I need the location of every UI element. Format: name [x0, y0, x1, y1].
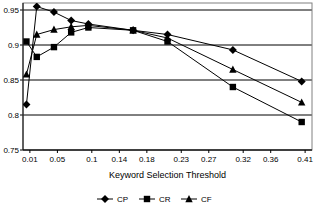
- point: [23, 101, 30, 109]
- x-tick-label: 0.01: [22, 155, 38, 164]
- point: [298, 98, 305, 105]
- legend-marker: [185, 195, 192, 202]
- point: [51, 44, 57, 50]
- x-tick-label: 0.05: [50, 155, 66, 164]
- x-tick-label: 0.23: [173, 155, 189, 164]
- point: [85, 21, 92, 28]
- x-tick-label: 0.36: [263, 155, 279, 164]
- x-tick-label: 0.32: [235, 155, 251, 164]
- point: [68, 29, 74, 35]
- legend-marker: [101, 195, 109, 203]
- y-tick-label: 0.9: [8, 41, 20, 50]
- point: [298, 77, 306, 85]
- point: [34, 54, 40, 60]
- plot-frame: [23, 3, 312, 150]
- point: [129, 26, 136, 33]
- x-axis: [23, 150, 312, 151]
- x-tick: [119, 150, 120, 153]
- point: [67, 23, 74, 30]
- legend-label: CP: [117, 195, 128, 204]
- point: [230, 84, 236, 90]
- grid-line: [23, 150, 312, 151]
- x-tick: [91, 150, 92, 153]
- point: [229, 66, 236, 73]
- grid-line: [23, 115, 312, 116]
- chart-root: 0.75 0.8 0.85 0.9 0.95 0.01 0.05 0.1 0.14 0.18 0.2…: [0, 0, 320, 209]
- legend: CP CR CF: [97, 195, 212, 204]
- point: [50, 8, 58, 16]
- x-tick: [29, 150, 30, 153]
- x-tick: [208, 150, 209, 153]
- point: [23, 38, 29, 44]
- point: [33, 31, 40, 38]
- grid-line: [23, 80, 312, 81]
- x-tick-label: 0.18: [139, 155, 155, 164]
- point: [23, 70, 30, 77]
- x-tick-label: 0.14: [112, 155, 128, 164]
- x-tick: [243, 150, 244, 153]
- point: [298, 119, 304, 125]
- y-tick-label: 0.75: [3, 146, 19, 155]
- legend-label: CR: [159, 195, 171, 204]
- point: [33, 3, 41, 11]
- x-tick: [181, 150, 182, 153]
- x-axis-title: Keyword Selection Threshold: [109, 170, 226, 180]
- y-tick-label: 0.8: [8, 111, 20, 120]
- series-line: [26, 7, 301, 105]
- x-tick: [270, 150, 271, 153]
- x-tick-label: 0.1: [86, 155, 98, 164]
- point: [164, 34, 171, 41]
- chart-svg: 0.75 0.8 0.85 0.9 0.95 0.01 0.05 0.1 0.14 0.18 0.2…: [0, 0, 320, 209]
- x-tick-label: 0.27: [201, 155, 217, 164]
- legend-marker: [144, 196, 150, 202]
- y-tick-label: 0.85: [3, 76, 19, 85]
- x-tick-label: 0.41: [297, 155, 313, 164]
- point: [229, 46, 237, 54]
- plot-area: [23, 3, 306, 125]
- point: [50, 26, 57, 33]
- x-tick: [57, 150, 58, 153]
- series-line: [26, 25, 301, 102]
- x-tick: [305, 150, 306, 153]
- x-tick: [146, 150, 147, 153]
- grid-line: [23, 10, 312, 11]
- series-line: [26, 28, 301, 123]
- y-tick-label: 0.95: [3, 6, 19, 15]
- legend-label: CF: [201, 195, 212, 204]
